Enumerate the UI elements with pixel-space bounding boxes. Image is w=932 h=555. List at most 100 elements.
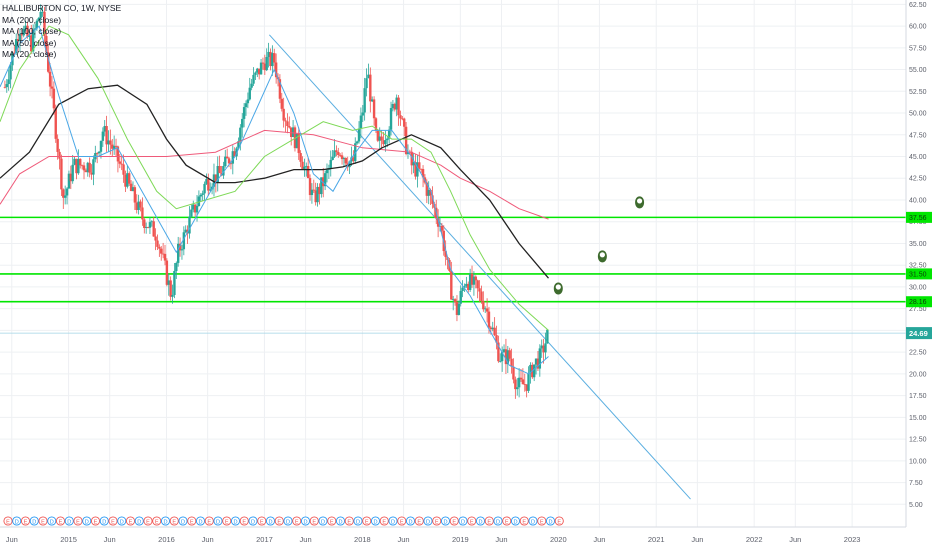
candle-body <box>141 207 144 220</box>
earnings-event-icon: E <box>362 516 372 526</box>
candle-body <box>491 327 494 330</box>
candle-body <box>67 173 71 189</box>
candle-body <box>190 209 193 217</box>
candle-body <box>195 206 199 213</box>
level-tag <box>906 268 932 280</box>
candle-body <box>395 97 398 110</box>
candle-body <box>414 162 417 177</box>
candle-body <box>374 118 378 131</box>
event-letter: E <box>557 519 561 525</box>
candle-body <box>107 140 110 145</box>
dividend-event-icon: D <box>283 516 293 526</box>
y-tick-label: 60.00 <box>909 24 927 31</box>
candle-body <box>410 151 413 166</box>
earnings-event-icon: E <box>379 516 389 526</box>
event-letter: D <box>373 519 377 525</box>
pin-hole <box>599 252 605 258</box>
event-circle <box>493 516 503 526</box>
event-letter: D <box>548 519 552 525</box>
indicator-ma50[interactable]: MA (50, close) <box>2 37 57 48</box>
map-pin-icon <box>635 196 645 209</box>
candle-body <box>325 169 329 174</box>
event-circle <box>528 516 538 526</box>
candle-body <box>463 286 466 288</box>
event-circle <box>274 516 284 526</box>
event-letter: D <box>461 519 465 525</box>
candle-body <box>523 384 526 386</box>
dividend-event-icon: D <box>423 516 433 526</box>
candle-body <box>519 377 523 380</box>
event-circle <box>257 516 267 526</box>
candle-body <box>109 140 112 145</box>
candle-body <box>216 165 219 183</box>
event-circle <box>152 516 162 526</box>
event-letter: D <box>120 519 124 525</box>
earnings-event-icon: E <box>449 516 459 526</box>
event-circle <box>458 516 468 526</box>
candle-body <box>355 141 359 144</box>
indicator-ma100[interactable]: MA (100, close) <box>2 26 62 36</box>
event-circle <box>125 516 136 526</box>
event-letter: E <box>242 519 246 525</box>
event-letter: E <box>207 519 211 525</box>
candle-body <box>48 71 52 87</box>
level-tag <box>906 296 932 308</box>
event-letter: D <box>32 519 36 525</box>
candle-body <box>344 158 348 164</box>
candle-body <box>419 168 423 170</box>
candle-body <box>77 158 80 174</box>
candle-body <box>508 350 511 359</box>
event-circle <box>370 516 381 526</box>
candle-body <box>290 127 293 137</box>
candle-body <box>484 308 487 310</box>
candle-body <box>167 280 170 285</box>
earnings-event-icon: E <box>73 516 83 526</box>
candle-body <box>542 345 545 353</box>
candle-body <box>540 345 543 349</box>
earnings-event-icon: E <box>169 516 179 526</box>
candle-body <box>429 189 432 196</box>
candle-body <box>39 11 42 18</box>
indicator-ma20[interactable]: MA (20, close) <box>2 49 57 59</box>
candle-body <box>391 103 395 109</box>
candle-body <box>73 158 76 165</box>
candle-body <box>393 103 396 110</box>
event-circle <box>502 516 512 526</box>
event-letter: D <box>391 519 395 525</box>
indicator-ma200[interactable]: MA (200, close) <box>2 14 62 25</box>
candle-body <box>399 115 402 119</box>
event-letter: D <box>15 519 19 525</box>
candle-body <box>436 218 440 227</box>
y-tick-label: 35.00 <box>909 241 927 248</box>
earnings-event-icon: E <box>292 516 302 526</box>
candle-body <box>387 129 391 139</box>
candle-body <box>80 165 84 167</box>
candle-body <box>308 178 312 196</box>
event-letter: E <box>487 519 491 525</box>
candle-body <box>197 196 201 207</box>
candle-body <box>467 283 470 290</box>
event-letter: D <box>426 519 430 525</box>
event-circle <box>449 516 459 526</box>
event-letter: D <box>50 519 54 525</box>
event-letter: E <box>417 519 421 525</box>
event-letter: E <box>470 519 474 525</box>
event-letter: D <box>478 519 482 525</box>
symbol-title[interactable]: HALLIBURTON CO, 1W, NYSE <box>2 3 122 13</box>
candle-body <box>544 343 547 353</box>
event-circle <box>327 516 337 526</box>
candle-body <box>293 127 297 149</box>
x-tick-label: 2018 <box>354 535 371 544</box>
event-letter: D <box>531 519 535 525</box>
earnings-event-icon: E <box>143 516 153 526</box>
dividend-event-icon: D <box>64 516 74 526</box>
candle-body <box>480 291 483 302</box>
candle-body <box>506 350 510 365</box>
candle-body <box>472 276 476 285</box>
candle-body <box>370 99 374 102</box>
candle-body <box>418 162 421 169</box>
y-tick-label: 30.00 <box>909 284 927 291</box>
y-tick-label: 57.50 <box>909 45 927 52</box>
